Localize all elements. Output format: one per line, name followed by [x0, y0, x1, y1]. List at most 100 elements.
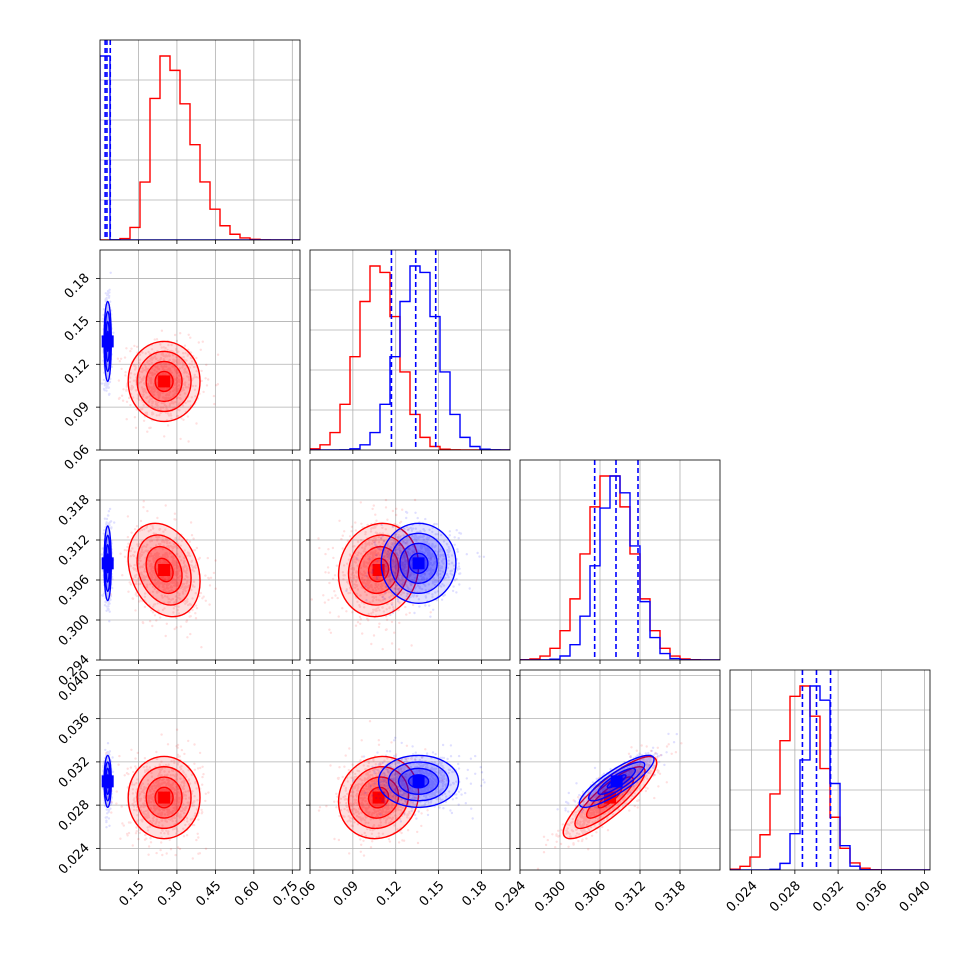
scatter-point	[374, 583, 377, 587]
scatter-point	[366, 584, 370, 587]
scatter-point	[169, 414, 173, 417]
scatter-point	[175, 553, 179, 556]
scatter-point	[385, 567, 388, 570]
scatter-point	[437, 580, 441, 583]
scatter-point	[175, 773, 178, 776]
scatter-point	[161, 367, 165, 371]
scatter-point	[145, 525, 149, 528]
scatter-point	[183, 549, 186, 552]
scatter-point	[155, 818, 158, 821]
scatter-point	[168, 358, 171, 362]
scatter-point	[152, 391, 155, 394]
scatter-point	[407, 576, 410, 579]
scatter-point	[144, 833, 147, 837]
scatter-point	[178, 816, 181, 819]
scatter-point	[159, 411, 162, 415]
scatter-point	[409, 526, 412, 530]
scatter-point	[161, 353, 165, 356]
scatter-point	[382, 555, 386, 558]
scatter-point	[382, 539, 386, 543]
scatter-point	[372, 563, 375, 566]
scatter-point	[147, 768, 150, 771]
scatter-point	[366, 586, 370, 590]
scatter-point	[367, 582, 370, 585]
scatter-point	[401, 563, 404, 566]
scatter-point	[406, 550, 409, 554]
scatter-point	[172, 559, 175, 563]
scatter-point	[157, 779, 160, 783]
scatter-point	[182, 803, 185, 806]
scatter-point	[186, 598, 189, 601]
scatter-point	[384, 592, 387, 595]
scatter-point	[138, 358, 142, 361]
scatter-point	[172, 611, 175, 614]
scatter-point	[164, 355, 167, 358]
scatter-point	[166, 583, 169, 586]
scatter-point	[183, 586, 187, 589]
scatter-point	[151, 624, 154, 628]
scatter-point	[164, 818, 167, 821]
scatter-point	[166, 583, 170, 586]
scatter-point	[366, 617, 369, 621]
scatter-point	[172, 360, 176, 364]
scatter-point	[106, 374, 110, 377]
scatter-point	[164, 394, 168, 397]
scatter-point	[435, 523, 438, 526]
scatter-point	[168, 391, 171, 394]
scatter-point	[153, 804, 156, 808]
scatter-point	[167, 782, 170, 785]
scatter-point	[388, 580, 392, 583]
scatter-point	[194, 604, 198, 607]
scatter-point	[381, 526, 384, 529]
scatter-point	[143, 375, 146, 379]
scatter-point	[184, 585, 187, 588]
scatter-point	[447, 545, 450, 549]
scatter-point	[161, 824, 164, 827]
scatter-point	[167, 343, 170, 347]
scatter-point	[457, 565, 461, 568]
contour-series-0	[337, 522, 420, 618]
scatter-point	[107, 605, 110, 608]
scatter-point	[407, 528, 410, 532]
scatter-point	[188, 782, 192, 785]
scatter-point	[364, 585, 367, 588]
scatter-point	[436, 553, 440, 556]
scatter-point	[423, 551, 426, 555]
scatter-point	[356, 540, 360, 543]
scatter-point	[106, 318, 109, 321]
scatter-point	[156, 779, 159, 782]
scatter-point	[106, 593, 110, 596]
scatter-point	[183, 560, 186, 563]
scatter-point	[356, 575, 359, 578]
scatter-point	[388, 547, 392, 550]
scatter-point	[172, 806, 175, 810]
scatter-point	[139, 565, 142, 568]
scatter-point	[171, 828, 175, 831]
scatter-point	[396, 537, 400, 540]
scatter-point	[152, 557, 155, 560]
scatter-point	[191, 585, 194, 588]
scatter-point	[396, 554, 400, 557]
scatter-point	[133, 344, 136, 348]
scatter-point	[424, 564, 427, 567]
scatter-point	[401, 583, 404, 587]
scatter-point	[424, 589, 427, 592]
scatter-point	[156, 779, 159, 782]
scatter-point	[151, 400, 154, 403]
scatter-point	[170, 817, 173, 821]
scatter-point	[142, 419, 146, 422]
scatter-point	[158, 543, 162, 546]
scatter-point	[167, 367, 170, 370]
scatter-point	[458, 567, 461, 570]
scatter-point	[143, 802, 146, 805]
scatter-point	[317, 537, 320, 540]
scatter-point	[429, 615, 432, 618]
scatter-point	[182, 364, 185, 367]
scatter-point	[161, 767, 164, 770]
scatter-point	[197, 836, 200, 839]
scatter-point	[424, 549, 428, 552]
scatter-point	[188, 400, 192, 403]
scatter-point	[357, 559, 360, 562]
scatter-point	[212, 571, 216, 575]
scatter-point	[172, 557, 175, 560]
